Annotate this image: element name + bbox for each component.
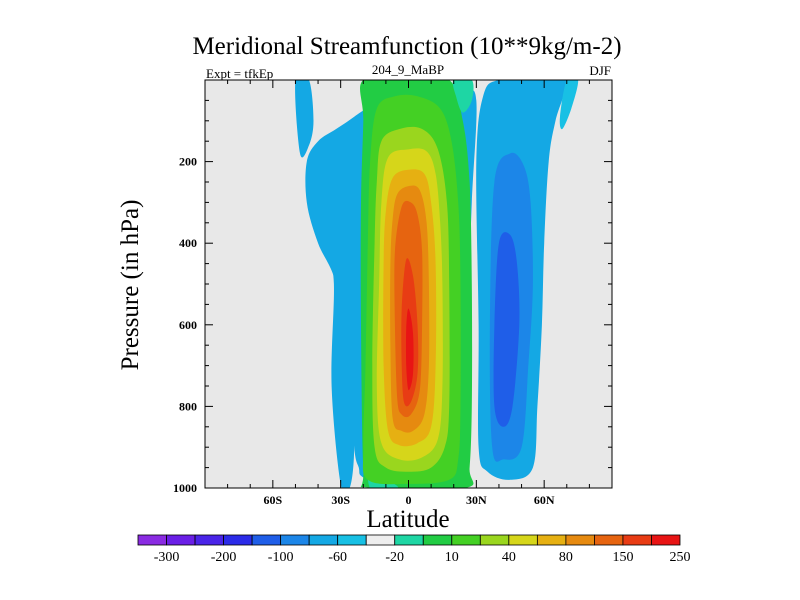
x-tick-label: 30N <box>466 493 487 507</box>
colorbar-label: 150 <box>612 550 633 565</box>
colorbar-box <box>594 534 624 546</box>
colorbar-label: 10 <box>445 550 459 565</box>
colorbar-box <box>166 534 196 546</box>
x-tick-label: 30S <box>331 493 350 507</box>
colorbar-label: 80 <box>559 550 573 565</box>
x-axis-label: Latitude <box>366 506 449 533</box>
chart-title: Meridional Streamfunction (10**9kg/m-2) <box>192 33 621 60</box>
colorbar-box <box>308 534 339 546</box>
colorbar-box <box>365 534 396 546</box>
colorbar-box <box>337 534 367 546</box>
y-tick-label: 1000 <box>173 481 197 495</box>
colorbar-label: -300 <box>154 550 180 565</box>
colorbar-box <box>622 534 652 546</box>
colorbar: -300 -200 -100 -60 -20 10 40 80 150 250 <box>137 534 691 565</box>
y-tick-label: 600 <box>179 318 197 332</box>
colorbar-box <box>651 534 681 546</box>
plot-area: 60S 30S 0 30N 60N 200 400 600 800 1000 <box>173 79 613 507</box>
colorbar-box <box>280 534 310 546</box>
contour-region-9 <box>452 80 474 113</box>
x-tick-label: 0 <box>406 493 412 507</box>
colorbar-box <box>536 534 567 546</box>
contour-region-5 <box>493 232 520 427</box>
colorbar-box <box>451 534 481 546</box>
contour-regions <box>295 80 579 488</box>
colorbar-box <box>394 534 424 546</box>
colorbar-label: -60 <box>328 550 347 565</box>
axis-ticks: 60S 30S 0 30N 60N 200 400 600 800 1000 <box>173 80 612 507</box>
colorbar-box <box>479 534 510 546</box>
colorbar-box <box>422 534 453 546</box>
y-tick-label: 200 <box>179 155 197 169</box>
colorbar-label: 250 <box>670 550 691 565</box>
colorbar-label: -100 <box>268 550 294 565</box>
chart-subtitle-center: 204_9_MaBP <box>372 62 444 77</box>
colorbar-box <box>194 534 224 546</box>
x-tick-label: 60S <box>263 493 282 507</box>
contour-region-6 <box>559 80 579 130</box>
contour-region-1 <box>295 80 314 158</box>
contour-region-17 <box>405 308 414 391</box>
contour-region-2 <box>327 242 355 488</box>
y-tick-label: 400 <box>179 236 197 250</box>
chart-subtitle-left: Expt = tfkEp <box>206 66 273 81</box>
chart-subtitle-right: DJF <box>589 63 611 78</box>
colorbar-box <box>508 534 538 546</box>
colorbar-label: -20 <box>385 550 404 565</box>
x-tick-label: 60N <box>534 493 555 507</box>
colorbar-box <box>565 534 595 546</box>
y-axis-label: Pressure (in hPa) <box>117 200 144 371</box>
colorbar-label: 40 <box>502 550 516 565</box>
y-tick-label: 800 <box>179 399 197 413</box>
colorbar-box <box>137 534 167 546</box>
colorbar-box <box>251 534 282 546</box>
colorbar-box <box>223 534 253 546</box>
colorbar-label: -200 <box>211 550 237 565</box>
